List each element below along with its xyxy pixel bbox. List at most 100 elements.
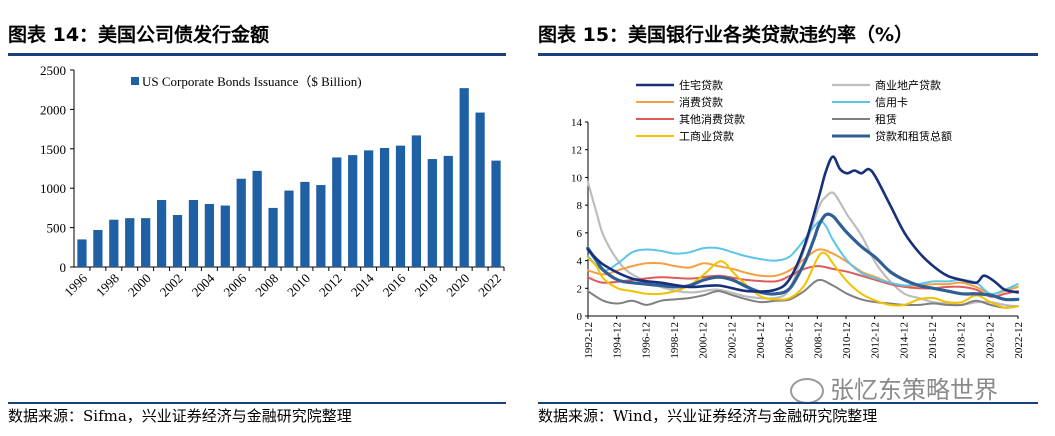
bar-legend-swatch xyxy=(131,77,139,85)
left-bottom-rule xyxy=(8,402,506,404)
bar xyxy=(475,112,485,267)
bar xyxy=(109,219,119,267)
bar xyxy=(93,229,103,267)
line-y-tick-label: 14 xyxy=(571,117,583,129)
legend-label: 住宅贷款 xyxy=(679,78,723,92)
bar-y-tick-label: 500 xyxy=(47,221,67,236)
bar-x-tick-label: 2004 xyxy=(189,270,218,299)
line-x-tick-label: 2002-12 xyxy=(726,322,738,359)
bar xyxy=(125,218,135,267)
bar xyxy=(364,150,374,267)
line-y-tick-label: 0 xyxy=(577,311,583,323)
bar xyxy=(316,185,326,267)
line-x-tick-label: 2020-12 xyxy=(984,322,996,359)
bar-y-tick-label: 2000 xyxy=(40,102,66,117)
bar xyxy=(395,145,406,267)
bar xyxy=(252,170,262,267)
bar-x-tick-label: 2006 xyxy=(220,270,249,299)
line-x-tick-label: 2022-12 xyxy=(1013,322,1025,359)
bar xyxy=(220,205,230,267)
bar-x-tick-label: 1998 xyxy=(93,271,122,300)
bar-x-tick-label: 2022 xyxy=(475,271,504,300)
bar-x-tick-label: 2016 xyxy=(380,270,409,299)
line-x-tick-label: 2004-12 xyxy=(755,322,767,359)
line-x-tick-label: 1994-12 xyxy=(612,322,624,359)
legend-label: 信用卡 xyxy=(875,96,908,109)
line-y-tick-label: 12 xyxy=(571,145,582,157)
series-line xyxy=(586,265,1019,298)
left-title-rule xyxy=(8,53,506,56)
bar xyxy=(411,135,422,267)
bar xyxy=(268,207,278,267)
bar-y-tick-label: 0 xyxy=(60,260,67,275)
line-x-tick-label: 2006-12 xyxy=(784,322,796,359)
line-chart-tick-labels: 0 2 4 6 8 10 12 14 1992-12 1994-12 1996-12 1998-12 2… xyxy=(571,117,1025,359)
legend-label: 其他消费贷款 xyxy=(679,112,745,126)
series-line xyxy=(586,155,1020,294)
line-x-tick-label: 1996-12 xyxy=(640,322,652,359)
right-title-rule xyxy=(538,53,1038,56)
bar xyxy=(172,214,183,267)
right-bottom-rule xyxy=(538,402,1038,404)
line-y-tick-label: 8 xyxy=(577,200,583,212)
bar xyxy=(236,178,246,267)
line-chart-series xyxy=(586,155,1020,309)
line-x-tick-label: 1998-12 xyxy=(669,322,681,359)
bar xyxy=(284,190,294,267)
bar-chart-bars xyxy=(77,88,501,268)
line-x-tick-label: 1992-12 xyxy=(583,322,595,359)
legend-label: 租赁 xyxy=(875,112,897,126)
bar xyxy=(443,155,453,267)
bar-x-tick-label: 2010 xyxy=(284,271,313,300)
wechat-icon xyxy=(790,378,824,404)
bar xyxy=(332,157,342,267)
line-chart: 0 2 4 6 8 10 12 14 1992-12 1994-12 1996-12 1998-12 2… xyxy=(571,78,1025,359)
bar-chart-legend: US Corporate Bonds Issuance（$ Billion) xyxy=(131,74,362,89)
bar xyxy=(300,181,310,267)
line-y-tick-label: 4 xyxy=(577,256,583,268)
bar xyxy=(348,155,358,267)
bar xyxy=(204,203,214,267)
bar-y-tick-label: 1000 xyxy=(40,181,66,196)
legend-label: 工商业贷款 xyxy=(679,129,734,143)
line-y-tick-label: 2 xyxy=(577,283,583,295)
bar xyxy=(379,148,390,267)
line-x-tick-label: 2014-12 xyxy=(898,322,910,359)
bar-x-tick-label: 2002 xyxy=(157,271,186,300)
bar-x-tick-label: 2000 xyxy=(125,271,154,300)
line-x-tick-label: 2008-12 xyxy=(812,322,824,359)
bar-x-tick-label: 2020 xyxy=(443,271,472,300)
bar-y-tick-label: 1500 xyxy=(40,142,66,157)
line-x-tick-label: 2016-12 xyxy=(927,322,939,359)
legend-label: 贷款和租赁总额 xyxy=(875,129,952,143)
series-line xyxy=(586,278,1019,309)
legend-label: 商业地产贷款 xyxy=(875,78,941,92)
bar xyxy=(141,218,151,267)
series-line xyxy=(586,220,1019,296)
left-chart-title: 图表 14：美国公司债发行金额 xyxy=(8,24,270,46)
bar-x-tick-label: 2018 xyxy=(411,271,440,300)
right-source-note: 数据来源：Wind，兴业证券经济与金融研究院整理 xyxy=(538,407,878,425)
bar-x-tick-label: 2014 xyxy=(348,270,377,299)
line-x-tick-label: 2012-12 xyxy=(870,322,882,359)
legend-label: 消费贷款 xyxy=(679,95,723,109)
line-y-tick-label: 6 xyxy=(577,228,583,240)
bar-y-tick-label: 2500 xyxy=(40,63,66,78)
series-line xyxy=(586,248,1019,295)
bar xyxy=(459,88,469,268)
watermark-text: 张忆东策略世界 xyxy=(830,376,998,404)
watermark: 张忆东策略世界 xyxy=(790,370,998,405)
series-line xyxy=(586,212,1020,302)
bar xyxy=(491,160,501,267)
bar-x-tick-label: 2012 xyxy=(316,271,345,300)
line-x-tick-label: 2010-12 xyxy=(841,322,853,359)
bar xyxy=(188,200,199,267)
line-y-tick-label: 10 xyxy=(571,172,583,184)
bar-legend-label: US Corporate Bonds Issuance（$ Billion) xyxy=(142,74,362,89)
series-line xyxy=(586,251,1019,309)
line-x-tick-label: 2018-12 xyxy=(956,322,968,359)
line-chart-axes xyxy=(585,121,1019,319)
